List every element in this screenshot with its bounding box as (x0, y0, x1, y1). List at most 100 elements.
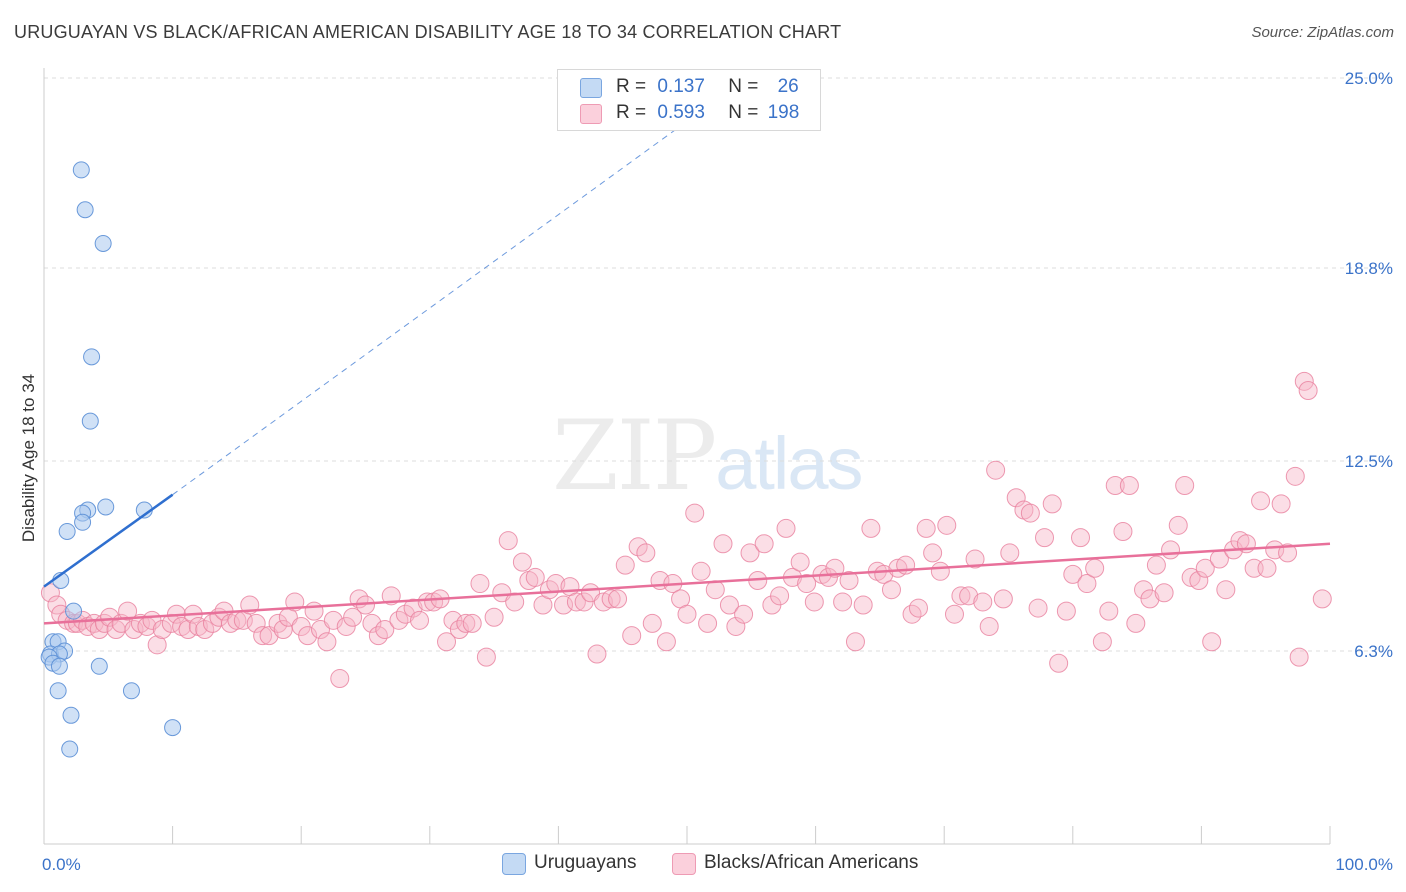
data-point-blacks (979, 616, 999, 636)
data-point-blacks (1028, 598, 1048, 618)
data-point-blacks (916, 518, 936, 538)
data-point-blacks (317, 632, 337, 652)
data-point-blacks (685, 503, 705, 523)
trendline-uruguayans-extension (172, 92, 726, 496)
data-point-blacks (1020, 503, 1040, 523)
data-point-blacks (1168, 515, 1188, 535)
data-point-blacks (1113, 521, 1133, 541)
bottom-legend-label: Uruguayans (534, 852, 637, 873)
data-point-blacks (698, 613, 718, 633)
data-point-blacks (1251, 491, 1271, 511)
data-point-blacks (512, 552, 532, 572)
data-point-blacks (1278, 543, 1298, 563)
data-point-blacks (291, 616, 311, 636)
data-point-blacks (343, 607, 363, 627)
data-point-blacks (839, 570, 859, 590)
data-point-blacks (881, 580, 901, 600)
data-point-blacks (677, 604, 697, 624)
data-point-uruguayans (97, 498, 115, 516)
data-point-blacks (437, 632, 457, 652)
data-point-blacks (1181, 567, 1201, 587)
data-point-blacks (1312, 589, 1332, 609)
legend-n-value: 198 (767, 102, 800, 123)
data-point-blacks (622, 626, 642, 646)
data-point-blacks (726, 616, 746, 636)
data-point-blacks (797, 574, 817, 594)
data-point-blacks (574, 592, 594, 612)
data-point-blacks (1042, 494, 1062, 514)
trendline-uruguayans (43, 493, 174, 588)
data-point-blacks (336, 616, 356, 636)
data-point-blacks (608, 589, 628, 609)
data-point-uruguayans (83, 348, 101, 366)
data-point-blacks (1126, 613, 1146, 633)
data-point-blacks (1195, 558, 1215, 578)
data-point-uruguayans (49, 682, 67, 700)
legend-swatch-pink (580, 104, 602, 124)
data-point-blacks (719, 595, 739, 615)
data-point-blacks (888, 558, 908, 578)
watermark: ZIPatlas (552, 400, 864, 512)
data-point-blacks (118, 601, 138, 621)
data-point-blacks (525, 567, 545, 587)
data-point-blacks (1049, 653, 1069, 673)
data-point-blacks (330, 669, 350, 689)
data-point-blacks (304, 601, 324, 621)
bottom-legend-label: Blacks/African Americans (704, 852, 919, 873)
data-point-blacks (1146, 555, 1166, 575)
data-point-blacks (1035, 528, 1055, 548)
data-point-blacks (1063, 564, 1083, 584)
data-point-blacks (498, 531, 518, 551)
data-point-uruguayans (72, 161, 90, 179)
data-point-blacks (740, 543, 760, 563)
data-point-blacks (395, 604, 415, 624)
y-tick-label: 6.3% (1354, 642, 1393, 661)
data-point-blacks (443, 610, 463, 630)
data-point-blacks (268, 613, 288, 633)
data-point-blacks (1105, 476, 1125, 496)
data-point-blacks (908, 598, 928, 618)
legend-r-label: R = (616, 102, 647, 123)
data-point-uruguayans (62, 706, 80, 724)
data-point-uruguayans (94, 234, 112, 252)
data-point-blacks (1175, 476, 1195, 496)
data-point-blacks (818, 567, 838, 587)
data-point-blacks (1085, 558, 1105, 578)
y-axis-title: Disability Age 18 to 34 (19, 374, 38, 542)
legend-r-label: R = (616, 76, 647, 97)
data-point-blacks (754, 534, 774, 554)
data-point-blacks (1265, 540, 1285, 560)
data-point-uruguayans (76, 201, 94, 219)
data-point-blacks (554, 595, 574, 615)
data-point-blacks (1006, 488, 1026, 508)
data-point-blacks (1271, 494, 1291, 514)
data-point-blacks (410, 610, 430, 630)
data-point-blacks (986, 460, 1006, 480)
data-point-blacks (476, 647, 496, 667)
data-point-blacks (253, 626, 273, 646)
data-point-blacks (47, 595, 67, 615)
data-point-blacks (770, 586, 790, 606)
data-point-blacks (804, 592, 824, 612)
data-point-blacks (147, 635, 167, 655)
x-tick-label: 0.0% (42, 855, 81, 874)
x-tick-label: 100.0% (1335, 855, 1393, 874)
data-point-blacks (1298, 381, 1318, 401)
data-point-blacks (656, 632, 676, 652)
data-point-blacks (462, 613, 482, 633)
legend-swatch-blue (580, 78, 602, 98)
y-tick-label: 18.8% (1345, 259, 1393, 278)
data-point-blacks (951, 586, 971, 606)
data-point-blacks (776, 518, 796, 538)
data-point-blacks (375, 620, 395, 640)
data-point-blacks (1161, 540, 1181, 560)
data-point-uruguayans (164, 719, 182, 737)
data-point-uruguayans (74, 513, 92, 531)
data-point-blacks (965, 549, 985, 569)
data-point-blacks (861, 518, 881, 538)
data-point-blacks (713, 534, 733, 554)
data-point-blacks (959, 586, 979, 606)
data-point-blacks (1216, 580, 1236, 600)
data-point-blacks (1257, 558, 1277, 578)
data-point-uruguayans (122, 682, 140, 700)
